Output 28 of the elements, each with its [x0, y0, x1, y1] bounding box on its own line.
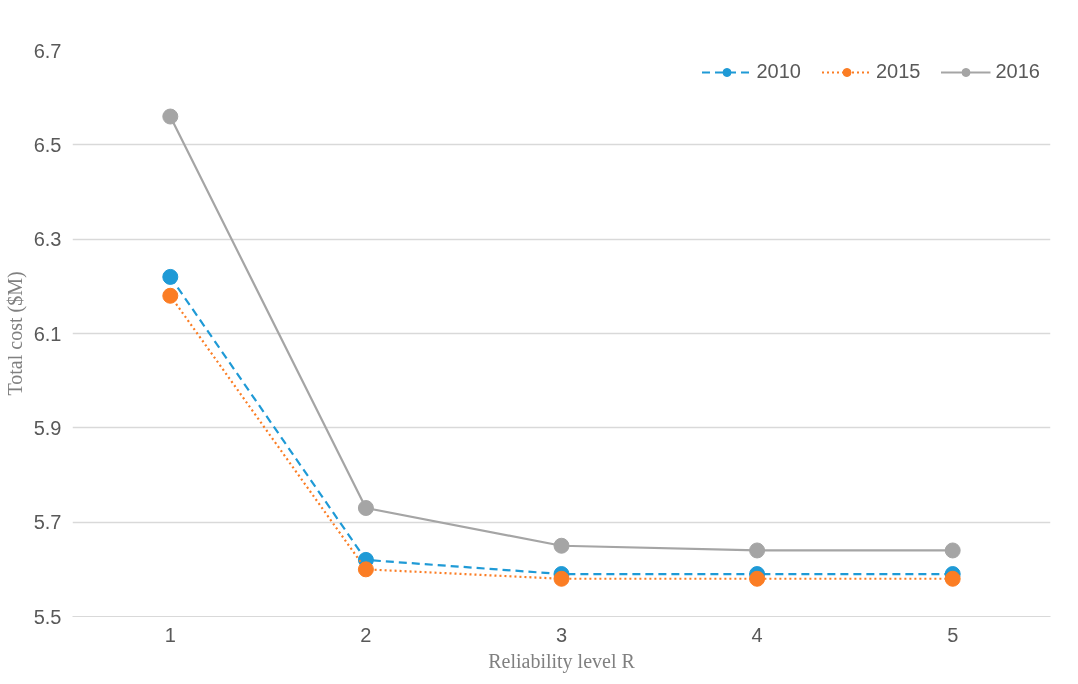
x-tick-label: 5	[947, 623, 959, 646]
point	[553, 537, 570, 554]
y-tick-label: 5.9	[33, 416, 62, 439]
y-axis-title: Total cost ($M)	[3, 271, 27, 396]
point	[749, 570, 766, 587]
point	[162, 287, 179, 304]
y-tick-label: 5.7	[33, 511, 62, 534]
x-tick-label: 2	[360, 623, 372, 646]
point	[553, 570, 570, 587]
point	[944, 570, 961, 587]
point	[162, 108, 179, 125]
point	[162, 268, 179, 285]
legend-label: 2016	[995, 60, 1040, 83]
x-tick-label: 1	[164, 623, 176, 646]
point	[357, 500, 374, 516]
legend-label: 2010	[756, 60, 801, 83]
legend-label: 2015	[876, 60, 921, 83]
x-axis-title: Reliability level R	[488, 649, 636, 673]
point	[749, 542, 766, 559]
x-tick-label: 3	[555, 623, 568, 646]
point	[944, 542, 961, 559]
y-tick-label: 5.5	[33, 605, 62, 628]
y-tick-label: 6.5	[33, 133, 62, 156]
y-tick-label: 6.7	[33, 39, 62, 62]
y-tick-label: 6.3	[33, 228, 62, 251]
point	[357, 561, 374, 578]
y-tick-label: 6.1	[33, 322, 62, 345]
x-tick-label: 4	[751, 623, 763, 646]
